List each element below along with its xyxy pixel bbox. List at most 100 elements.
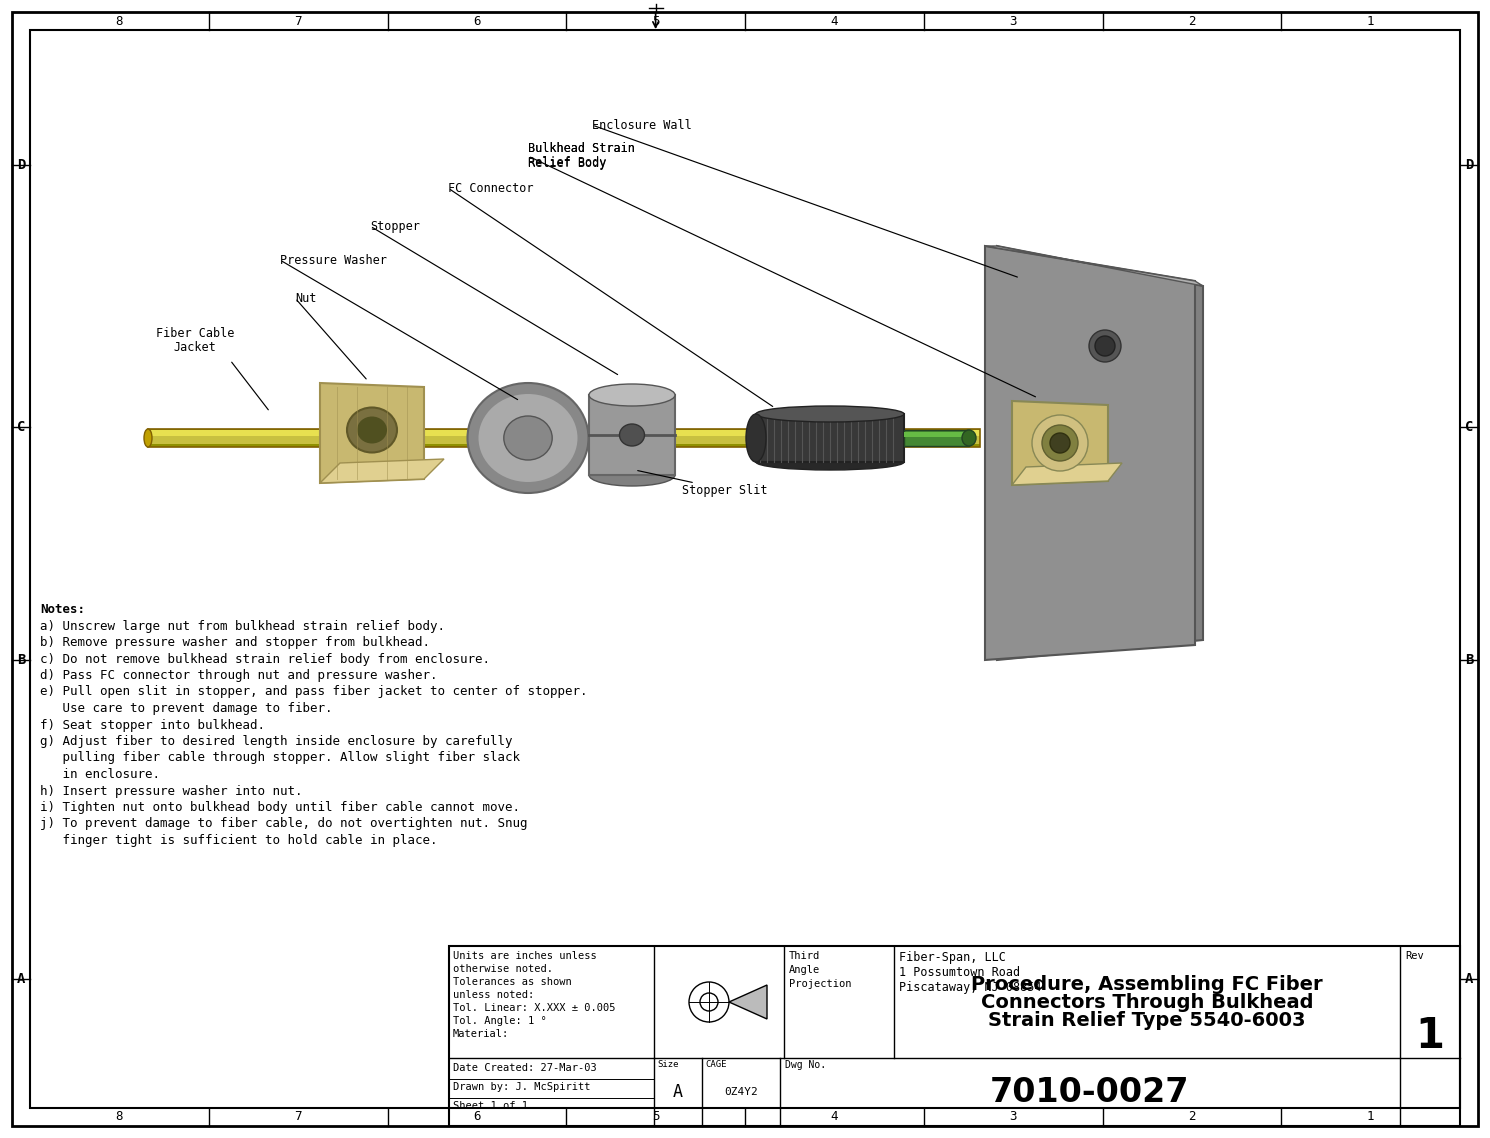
Text: Pressure Washer: Pressure Washer	[280, 254, 387, 266]
Text: Use care to prevent damage to fiber.: Use care to prevent damage to fiber.	[40, 702, 332, 715]
Ellipse shape	[589, 384, 675, 406]
Text: Bulkhead Strain
Relief Body: Bulkhead Strain Relief Body	[527, 142, 635, 170]
Text: Nut: Nut	[295, 291, 316, 305]
Ellipse shape	[620, 424, 645, 446]
Text: 8: 8	[116, 1111, 124, 1123]
Text: 7010-0027: 7010-0027	[991, 1075, 1189, 1108]
Polygon shape	[320, 384, 425, 483]
Text: f) Seat stopper into bulkhead.: f) Seat stopper into bulkhead.	[40, 718, 265, 732]
Text: B: B	[16, 653, 25, 667]
Text: 5: 5	[653, 1111, 660, 1123]
Text: Projection: Projection	[790, 979, 851, 989]
Text: i) Tighten nut onto bulkhead body until fiber cable cannot move.: i) Tighten nut onto bulkhead body until …	[40, 801, 520, 814]
Ellipse shape	[347, 407, 396, 453]
Ellipse shape	[746, 414, 766, 462]
Text: in enclosure.: in enclosure.	[40, 768, 159, 781]
Ellipse shape	[963, 430, 976, 446]
Ellipse shape	[145, 429, 152, 447]
Text: 7: 7	[295, 1111, 302, 1123]
Bar	[148, 430, 980, 436]
Polygon shape	[997, 246, 1202, 660]
Ellipse shape	[589, 464, 675, 486]
Text: 4: 4	[830, 1111, 837, 1123]
Ellipse shape	[468, 384, 589, 493]
Bar	[448, 946, 1460, 1125]
Text: 1: 1	[1366, 15, 1374, 27]
Ellipse shape	[478, 394, 578, 483]
Text: A: A	[673, 1083, 682, 1100]
Text: 4: 4	[830, 15, 837, 27]
Polygon shape	[1012, 463, 1122, 485]
Text: 3: 3	[1009, 15, 1016, 27]
Ellipse shape	[755, 406, 904, 422]
Text: 7: 7	[295, 15, 302, 27]
Text: d) Pass FC connector through nut and pressure washer.: d) Pass FC connector through nut and pre…	[40, 669, 438, 682]
Polygon shape	[985, 246, 1195, 660]
Circle shape	[1050, 432, 1070, 453]
Bar	[755, 414, 904, 462]
Text: Tol. Linear: X.XXX ± 0.005: Tol. Linear: X.XXX ± 0.005	[453, 1003, 615, 1013]
Text: C: C	[16, 420, 25, 434]
Text: Date Created: 27-Mar-03: Date Created: 27-Mar-03	[453, 1063, 597, 1073]
Text: Piscataway, NJ 08854: Piscataway, NJ 08854	[898, 981, 1042, 993]
Text: unless noted:: unless noted:	[453, 990, 535, 1000]
Circle shape	[1042, 424, 1077, 461]
Text: Fiber-Span, LLC: Fiber-Span, LLC	[898, 951, 1006, 964]
Ellipse shape	[755, 454, 904, 470]
Text: Strain Relief Type 5540-6003: Strain Relief Type 5540-6003	[988, 1011, 1305, 1030]
Text: Enclosure Wall: Enclosure Wall	[592, 118, 691, 132]
Text: 0Z4Y2: 0Z4Y2	[724, 1087, 758, 1097]
Text: a) Unscrew large nut from bulkhead strain relief body.: a) Unscrew large nut from bulkhead strai…	[40, 619, 446, 633]
Text: 1 Possumtown Road: 1 Possumtown Road	[898, 966, 1021, 979]
Text: Connectors Through Bulkhead: Connectors Through Bulkhead	[980, 992, 1313, 1012]
Bar	[148, 430, 980, 444]
Bar	[148, 429, 980, 447]
Text: Relief Body: Relief Body	[527, 156, 606, 168]
Text: pulling fiber cable through stopper. Allow slight fiber slack: pulling fiber cable through stopper. All…	[40, 751, 520, 765]
Text: g) Adjust fiber to desired length inside enclosure by carefully: g) Adjust fiber to desired length inside…	[40, 735, 513, 748]
Circle shape	[1089, 330, 1120, 362]
Text: Rev: Rev	[1405, 951, 1424, 960]
Text: B: B	[1465, 653, 1474, 667]
Text: finger tight is sufficient to hold cable in place.: finger tight is sufficient to hold cable…	[40, 834, 438, 847]
Bar	[589, 395, 675, 475]
Bar	[904, 430, 968, 446]
Text: 1: 1	[1366, 1111, 1374, 1123]
Text: 1: 1	[1416, 1015, 1444, 1057]
Text: Stopper: Stopper	[370, 220, 420, 232]
Text: Angle: Angle	[790, 965, 821, 975]
Polygon shape	[320, 459, 444, 483]
Text: Bulkhead Strain: Bulkhead Strain	[527, 141, 635, 155]
Text: A: A	[16, 972, 25, 986]
Polygon shape	[729, 986, 767, 1019]
Text: b) Remove pressure washer and stopper from bulkhead.: b) Remove pressure washer and stopper fr…	[40, 636, 431, 649]
Text: FC Connector: FC Connector	[448, 181, 533, 195]
Text: Procedure, Assembling FC Fiber: Procedure, Assembling FC Fiber	[971, 974, 1323, 993]
Text: Fiber Cable: Fiber Cable	[156, 327, 234, 340]
Text: A: A	[1465, 972, 1474, 986]
Text: 6: 6	[474, 1111, 481, 1123]
Text: c) Do not remove bulkhead strain relief body from enclosure.: c) Do not remove bulkhead strain relief …	[40, 652, 490, 666]
Text: 3: 3	[1009, 1111, 1016, 1123]
Ellipse shape	[358, 417, 387, 444]
Text: 2: 2	[1188, 15, 1195, 27]
Text: Dwg No.: Dwg No.	[785, 1059, 825, 1070]
Ellipse shape	[504, 417, 553, 460]
Text: C: C	[1465, 420, 1474, 434]
Text: Third: Third	[790, 951, 821, 960]
Circle shape	[1033, 415, 1088, 471]
Text: D: D	[16, 158, 25, 172]
Text: j) To prevent damage to fiber cable, do not overtighten nut. Snug: j) To prevent damage to fiber cable, do …	[40, 817, 527, 831]
Text: e) Pull open slit in stopper, and pass fiber jacket to center of stopper.: e) Pull open slit in stopper, and pass f…	[40, 685, 587, 699]
Text: Units are inches unless: Units are inches unless	[453, 951, 597, 960]
Text: Notes:: Notes:	[40, 603, 85, 616]
Text: Tol. Angle: 1 °: Tol. Angle: 1 °	[453, 1016, 547, 1026]
Bar	[904, 432, 968, 437]
Text: 5: 5	[653, 15, 660, 27]
Bar	[148, 429, 980, 447]
Circle shape	[1095, 336, 1115, 356]
Text: otherwise noted.: otherwise noted.	[453, 964, 553, 974]
Text: 2: 2	[1188, 1111, 1195, 1123]
Polygon shape	[985, 246, 1202, 286]
Text: Stopper Slit: Stopper Slit	[682, 484, 767, 496]
